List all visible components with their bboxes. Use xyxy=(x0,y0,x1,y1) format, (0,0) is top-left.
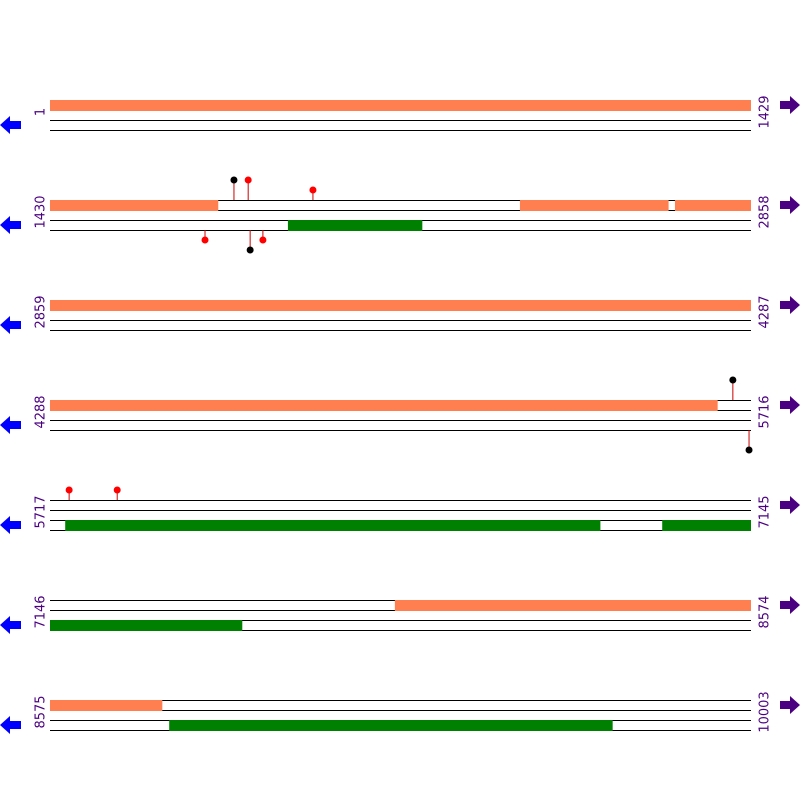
feature-bar[interactable] xyxy=(50,300,751,311)
feature-bar[interactable] xyxy=(519,200,669,211)
left-arrow[interactable] xyxy=(0,716,21,734)
right-arrow[interactable] xyxy=(780,696,800,714)
start-label: 8575 xyxy=(34,695,49,728)
right-arrow[interactable] xyxy=(780,96,800,114)
feature-bar[interactable] xyxy=(50,200,219,211)
feature-bar[interactable] xyxy=(662,520,751,531)
left-arrow[interactable] xyxy=(0,616,21,634)
start-label: 2859 xyxy=(34,295,49,328)
feature-bar[interactable] xyxy=(50,400,718,411)
feature-bar[interactable] xyxy=(674,200,751,211)
feature-bar[interactable] xyxy=(394,600,751,611)
end-label: 2858 xyxy=(758,195,773,228)
right-arrow[interactable] xyxy=(780,396,800,414)
end-label: 4287 xyxy=(758,295,773,328)
site-marker[interactable] xyxy=(113,486,121,494)
right-arrow[interactable] xyxy=(780,196,800,214)
feature-bar[interactable] xyxy=(50,700,163,711)
site-marker[interactable] xyxy=(259,236,267,244)
end-label: 10003 xyxy=(758,691,773,732)
end-label: 8574 xyxy=(758,595,773,628)
left-arrow[interactable] xyxy=(0,116,21,134)
site-marker[interactable] xyxy=(244,176,252,184)
right-arrow[interactable] xyxy=(780,596,800,614)
site-marker[interactable] xyxy=(230,176,238,184)
feature-bar[interactable] xyxy=(287,220,423,231)
start-label: 5717 xyxy=(34,495,49,528)
right-arrow[interactable] xyxy=(780,496,800,514)
start-label: 1430 xyxy=(34,195,49,228)
left-arrow[interactable] xyxy=(0,216,21,234)
end-label: 5716 xyxy=(758,395,773,428)
site-marker[interactable] xyxy=(65,486,73,494)
feature-bar[interactable] xyxy=(50,620,243,631)
feature-bar[interactable] xyxy=(65,520,601,531)
feature-bar[interactable] xyxy=(50,100,751,111)
start-label: 7146 xyxy=(34,595,49,628)
end-label: 7145 xyxy=(758,495,773,528)
site-marker[interactable] xyxy=(729,376,737,384)
left-arrow[interactable] xyxy=(0,516,21,534)
left-arrow[interactable] xyxy=(0,416,21,434)
start-label: 4288 xyxy=(34,395,49,428)
site-marker[interactable] xyxy=(201,236,209,244)
site-marker[interactable] xyxy=(309,186,317,194)
feature-bar[interactable] xyxy=(169,720,613,731)
left-arrow[interactable] xyxy=(0,316,21,334)
site-marker[interactable] xyxy=(246,246,254,254)
right-arrow[interactable] xyxy=(780,296,800,314)
start-label: 1 xyxy=(34,108,49,116)
site-marker[interactable] xyxy=(745,446,753,454)
end-label: 1429 xyxy=(758,95,773,128)
